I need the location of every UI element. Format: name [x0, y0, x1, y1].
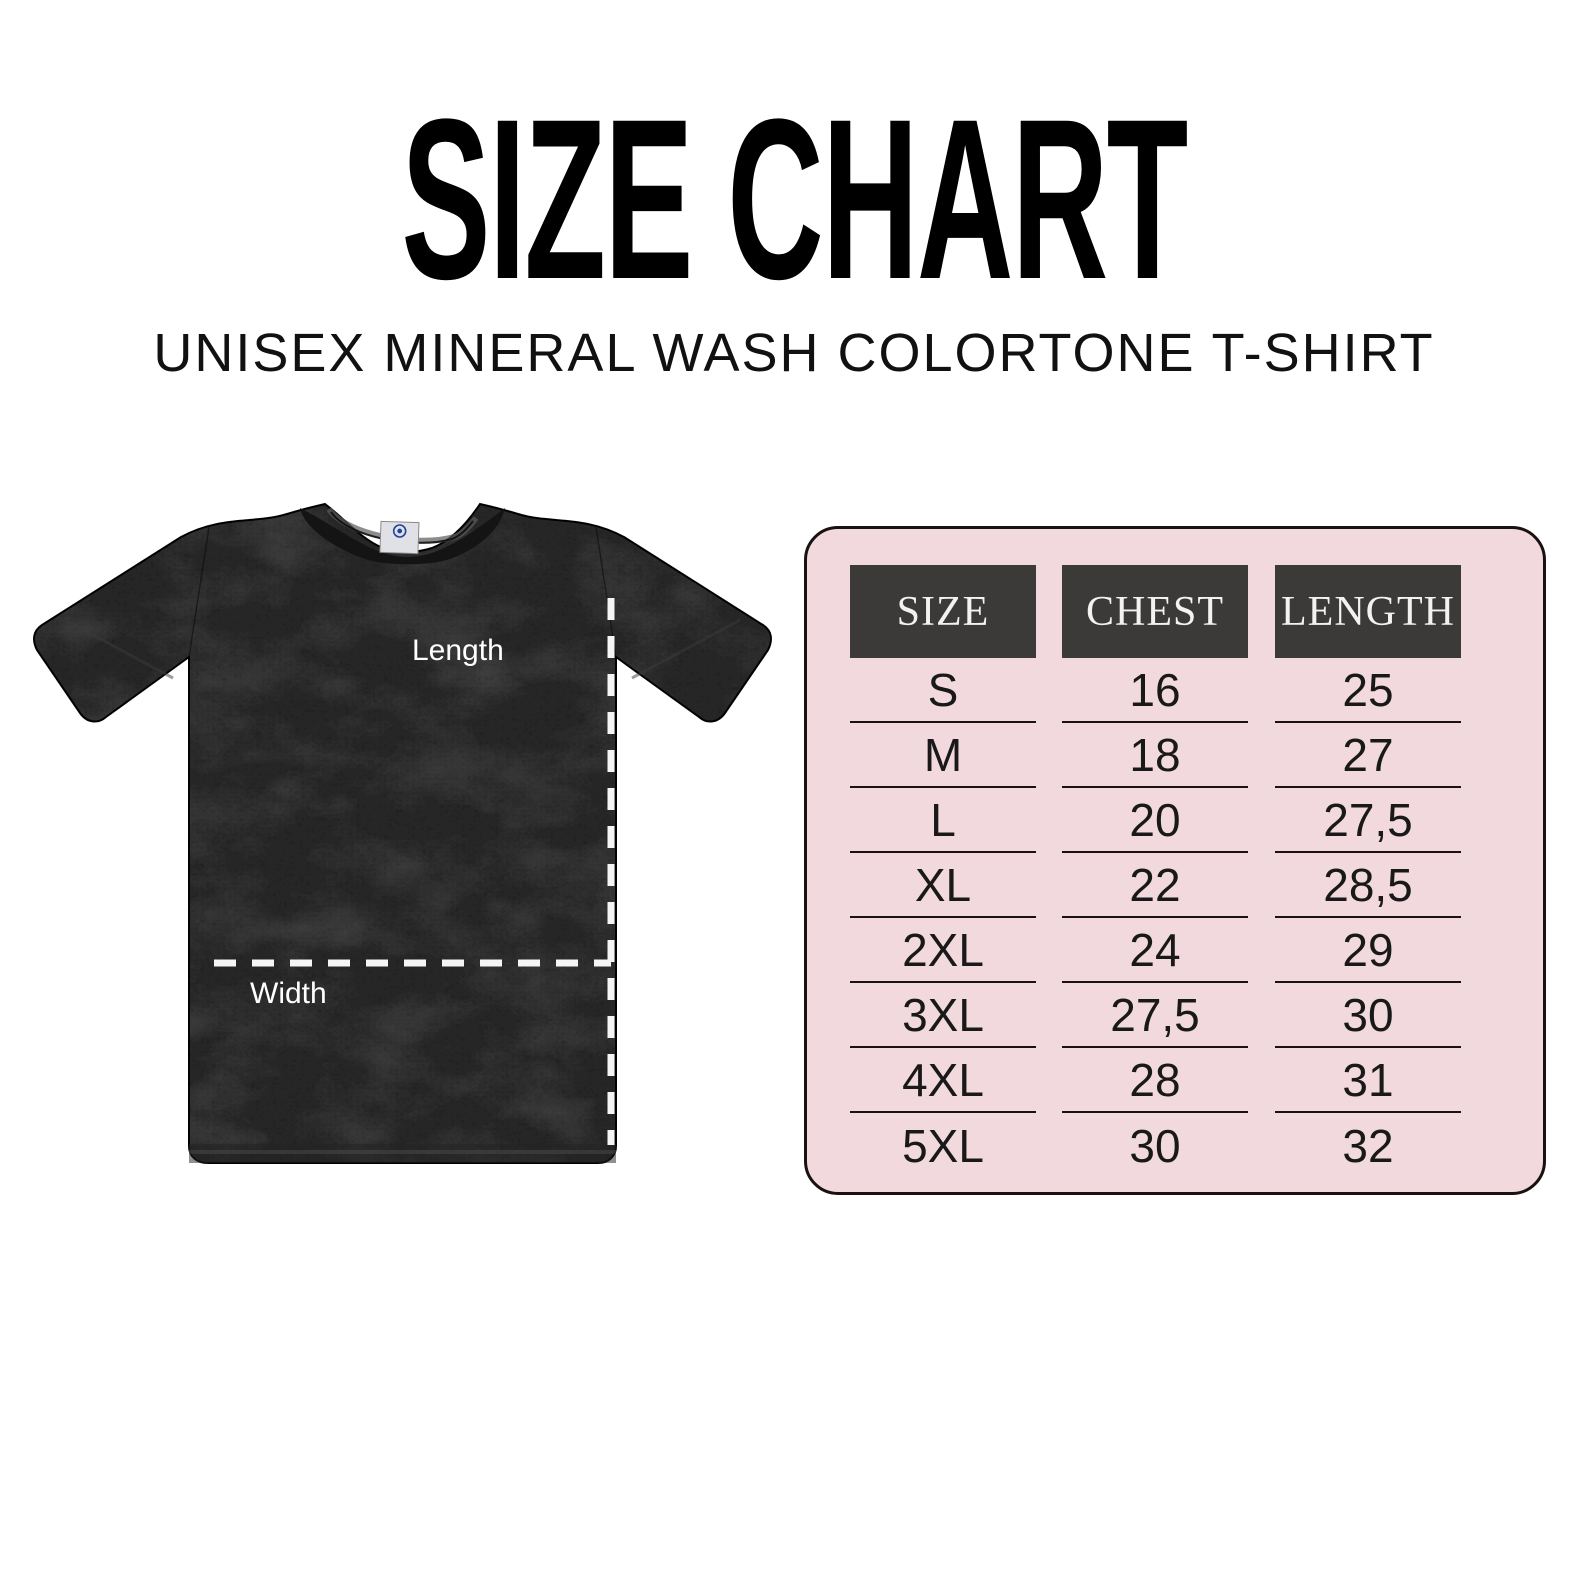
svg-text:Width: Width — [250, 977, 327, 1010]
svg-text:Length: Length — [412, 634, 504, 667]
